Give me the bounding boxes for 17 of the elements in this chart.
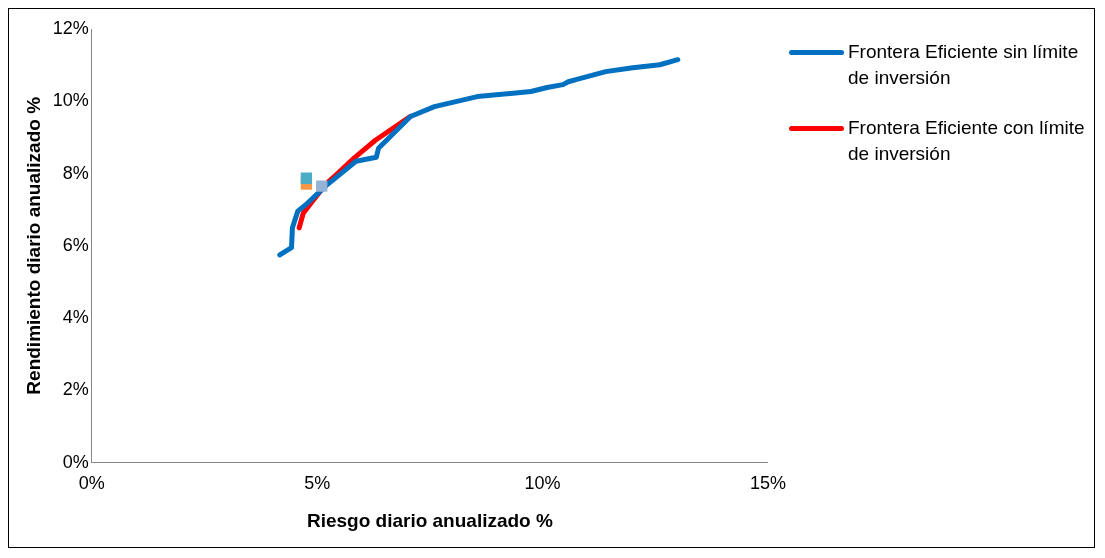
x-tick-label: 15% — [749, 473, 786, 494]
y-tick-label: 6% — [62, 234, 89, 255]
point — [300, 172, 313, 184]
y-tick-label: 10% — [52, 90, 89, 111]
y-tick-label: 4% — [62, 307, 89, 328]
y-tick-label: 12% — [52, 17, 89, 38]
y-tick-label: 8% — [62, 162, 89, 183]
y-tick-label: 2% — [62, 379, 89, 400]
legend-label: Frontera Eficiente con límite de inversión — [848, 116, 1086, 166]
y-tick-label: 0% — [62, 451, 89, 472]
x-tick-label: 5% — [304, 473, 331, 494]
x-tick-label: 0% — [78, 473, 105, 494]
point — [316, 180, 328, 192]
legend-label: Frontera Eficiente sin límite de inversión — [848, 40, 1080, 90]
x-axis-title: Riesgo diario anualizado % — [306, 509, 553, 531]
x-tick-label: 10% — [524, 473, 561, 494]
y-axis-title: Rendimiento diario anualizado % — [22, 96, 44, 395]
